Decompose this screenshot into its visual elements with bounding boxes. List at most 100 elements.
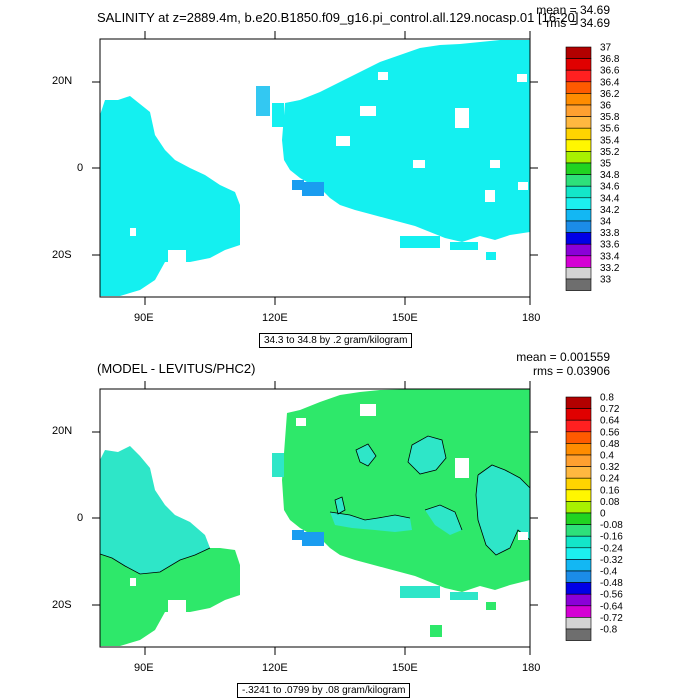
panel2-xtick-120e: 120E [262, 662, 288, 674]
colorbar-swatch [565, 512, 592, 525]
panel1-ytick-20n: 20N [52, 75, 73, 87]
colorbar-label: 34.2 [600, 205, 620, 216]
colorbar-swatch [565, 617, 592, 630]
panel1-ytick-0: 0 [77, 162, 84, 174]
colorbar-swatch [565, 628, 592, 641]
colorbar-label: -0.4 [600, 567, 618, 578]
colorbar-label: 36.6 [600, 66, 620, 77]
colorbar-swatch [565, 93, 592, 106]
colorbar-label: 36 [600, 101, 612, 112]
colorbar-label: 35.4 [600, 135, 620, 146]
colorbar-swatch [565, 477, 592, 491]
colorbar-swatch [565, 46, 592, 59]
panel2-ytick-0: 0 [77, 512, 84, 524]
colorbar-label: -0.24 [600, 543, 623, 554]
colorbar-label: 36.4 [600, 77, 620, 88]
panel1-colorbar: 3736.836.636.436.23635.835.635.435.23534… [565, 43, 620, 291]
colorbar-swatch [565, 443, 592, 456]
colorbar-label: 33.2 [600, 263, 620, 274]
colorbar-swatch [565, 174, 592, 187]
colorbar-swatch [565, 69, 592, 83]
colorbar-label: 35 [600, 159, 612, 170]
panel2-map [99, 388, 531, 648]
colorbar-label: 0.32 [600, 462, 620, 473]
colorbar-swatch [565, 278, 592, 291]
colorbar-label: 0.16 [600, 485, 620, 496]
panel2-title: (MODEL - LEVITUS/PHC2) [97, 361, 256, 376]
colorbar-label: -0.48 [600, 578, 623, 589]
colorbar-label: 0.24 [600, 474, 620, 485]
colorbar-swatch [565, 605, 592, 618]
panel2-mean: mean = 0.001559 [516, 350, 610, 364]
colorbar-label: 0.8 [600, 393, 614, 404]
panel1-ticks [92, 31, 538, 305]
colorbar-swatch [565, 139, 592, 152]
colorbar-swatch [565, 408, 592, 421]
colorbar-swatch [565, 396, 592, 409]
colorbar-swatch [565, 489, 592, 502]
colorbar-swatch [565, 116, 592, 129]
colorbar-swatch [565, 185, 592, 199]
panel1-xtick-150e: 150E [392, 312, 418, 324]
colorbar-swatch [565, 104, 592, 117]
panel2-colorbar: 0.80.720.640.560.480.40.320.240.160.080-… [565, 393, 623, 641]
colorbar-swatch [565, 454, 592, 467]
colorbar-label: -0.56 [600, 590, 623, 601]
panel1-xtick-120e: 120E [262, 312, 288, 324]
colorbar-swatch [565, 419, 592, 433]
colorbar-label: 33.8 [600, 228, 620, 239]
colorbar-swatch [565, 267, 592, 280]
panel2-xtick-90e: 90E [134, 662, 154, 674]
colorbar-swatch [565, 582, 592, 595]
colorbar-label: 33.4 [600, 251, 620, 262]
colorbar-label: 34.4 [600, 193, 620, 204]
panel1-rms: rms = 34.69 [546, 16, 610, 30]
colorbar-label: 0.72 [600, 404, 620, 415]
colorbar-swatch [565, 162, 592, 175]
colorbar-label: 34.8 [600, 170, 620, 181]
colorbar-label: 0.4 [600, 451, 614, 462]
colorbar-swatch [565, 466, 592, 479]
panel1-title: SALINITY at z=2889.4m, b.e20.B1850.f09_g… [97, 10, 579, 25]
colorbar-swatch [565, 547, 592, 560]
colorbar-label: 35.6 [600, 124, 620, 135]
panel2-contour-info: -.3241 to .0799 by .08 gram/kilogram [237, 683, 411, 698]
colorbar-swatch [565, 127, 592, 141]
colorbar-swatch [565, 151, 592, 164]
panel2-ytick-20s: 20S [52, 599, 72, 611]
colorbar-label: 35.2 [600, 147, 620, 158]
colorbar-label: 33.6 [600, 240, 620, 251]
colorbar-swatch [565, 559, 592, 572]
panel2-xtick-180: 180 [522, 662, 541, 674]
colorbar-label: -0.32 [600, 555, 623, 566]
panel2-xtick-150e: 150E [392, 662, 418, 674]
colorbar-swatch [565, 524, 592, 537]
colorbar-label: 35.8 [600, 112, 620, 123]
colorbar-swatch [565, 220, 592, 233]
colorbar-swatch [565, 255, 592, 268]
colorbar-label: -0.8 [600, 625, 618, 636]
colorbar-label: -0.64 [600, 601, 623, 612]
colorbar-swatch [565, 81, 592, 94]
colorbar-label: 0.64 [600, 416, 620, 427]
panel1-pacific-field [282, 40, 530, 242]
colorbar-label: 34 [600, 217, 612, 228]
colorbar-label: 34.6 [600, 182, 620, 193]
panel2-ytick-20n: 20N [52, 425, 73, 437]
colorbar-swatch [565, 232, 592, 245]
colorbar-swatch [565, 209, 592, 222]
panel1-xtick-90e: 90E [134, 312, 154, 324]
colorbar-label: 36.8 [600, 54, 620, 65]
colorbar-swatch [565, 535, 592, 549]
panel2-west-ocean-field [100, 446, 210, 574]
colorbar-label: 33 [600, 275, 612, 286]
panel2-pacific-green-field [282, 389, 530, 592]
colorbar-label: 0.08 [600, 497, 620, 508]
panel2-southwest-green-field [100, 548, 240, 646]
colorbar-swatch [565, 431, 592, 444]
colorbar-label: 0 [600, 509, 606, 520]
colorbar-swatch [565, 243, 592, 257]
colorbar-swatch [565, 501, 592, 514]
colorbar-label: -0.08 [600, 520, 623, 531]
